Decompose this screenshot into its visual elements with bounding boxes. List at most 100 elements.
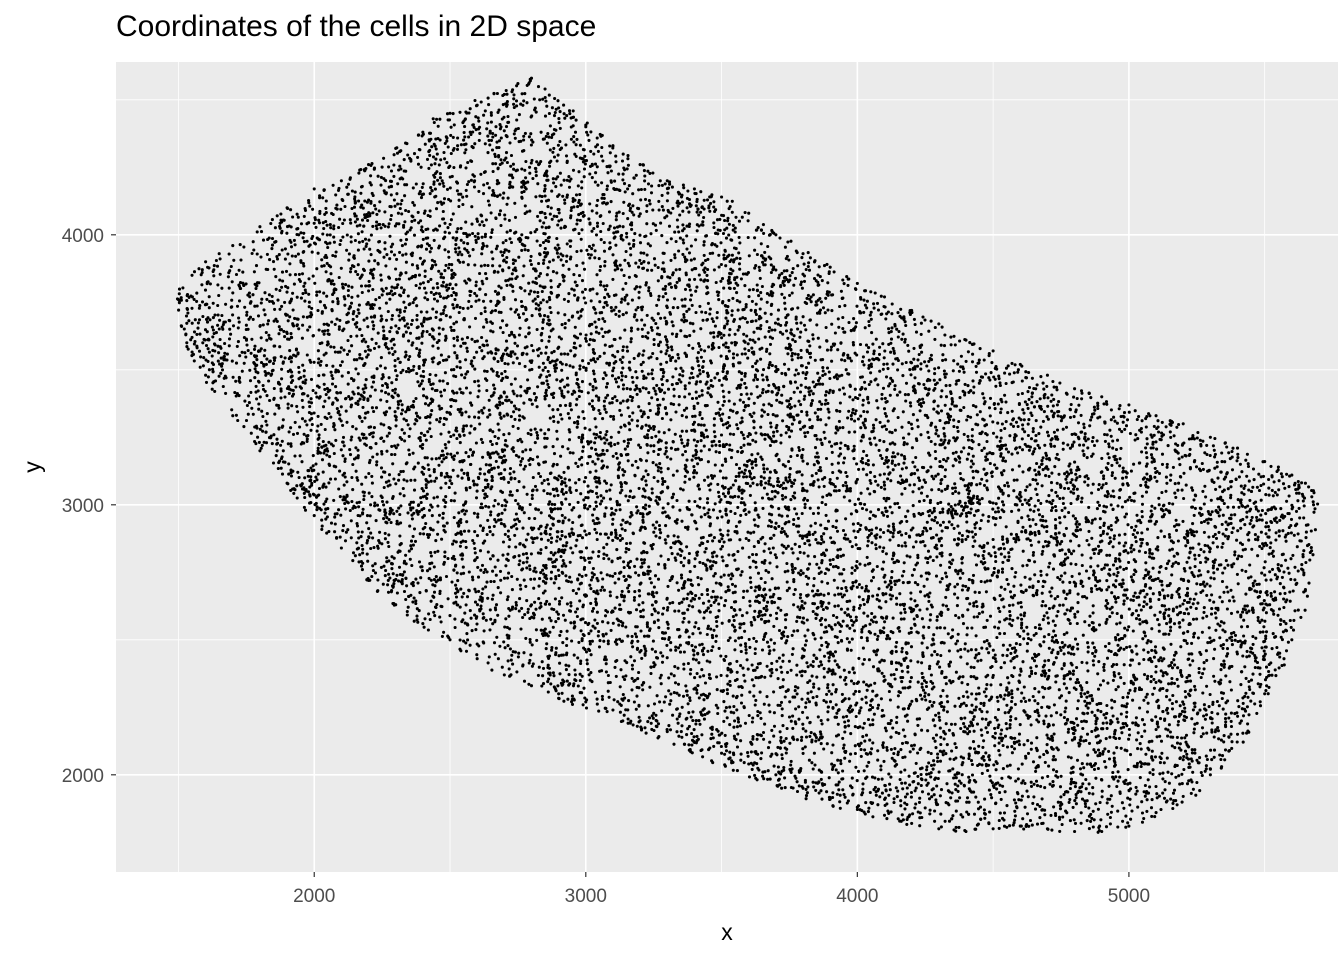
cell-point — [683, 304, 687, 308]
cell-point — [448, 222, 452, 226]
cell-point — [254, 384, 258, 388]
cell-point — [624, 494, 628, 498]
cell-point — [227, 337, 232, 341]
cell-point — [893, 502, 897, 506]
cell-point — [802, 648, 806, 652]
cell-point — [690, 731, 694, 736]
cell-point — [507, 545, 511, 549]
cell-point — [559, 337, 563, 341]
cell-point — [922, 382, 926, 387]
cell-point — [787, 659, 791, 663]
cell-point — [1068, 415, 1073, 419]
cell-point — [862, 657, 866, 662]
cell-point — [277, 325, 281, 329]
cell-point — [793, 685, 798, 689]
cell-point — [593, 618, 597, 622]
cell-point — [822, 264, 827, 268]
cell-point — [882, 546, 886, 550]
cell-point — [1224, 520, 1228, 524]
cell-point — [441, 453, 445, 457]
cell-point — [772, 724, 777, 728]
cell-point — [376, 174, 380, 178]
cell-point — [956, 429, 960, 433]
cell-point — [843, 795, 847, 799]
cell-point — [579, 314, 583, 318]
cell-point — [833, 342, 837, 346]
cell-point — [787, 586, 791, 590]
cell-point — [382, 423, 386, 427]
cell-point — [224, 302, 228, 306]
cell-point — [198, 365, 202, 369]
cell-point — [803, 634, 807, 638]
cell-point — [278, 221, 282, 225]
cell-point — [1272, 480, 1276, 484]
cell-point — [598, 300, 602, 304]
cell-point — [951, 451, 955, 455]
cell-point — [900, 646, 904, 650]
cell-point — [750, 678, 754, 682]
cell-point — [503, 361, 507, 366]
cell-point — [1008, 824, 1012, 828]
cell-point — [279, 396, 283, 400]
cell-point — [1002, 811, 1007, 815]
cell-point — [433, 187, 437, 191]
cell-point — [750, 299, 754, 303]
cell-point — [347, 349, 351, 353]
cell-point — [565, 376, 570, 380]
cell-point — [302, 369, 306, 373]
cell-point — [953, 782, 957, 786]
cell-point — [557, 335, 561, 339]
cell-point — [1045, 499, 1049, 503]
cell-point — [272, 396, 276, 400]
cell-point — [619, 401, 623, 405]
cell-point — [657, 447, 661, 452]
cell-point — [939, 481, 943, 486]
cell-point — [756, 714, 760, 718]
cell-point — [1167, 501, 1171, 505]
cell-point — [1027, 370, 1031, 375]
cell-point — [361, 206, 365, 210]
cell-point — [1018, 642, 1022, 647]
cell-point — [985, 647, 989, 651]
cell-point — [390, 452, 394, 457]
cell-point — [781, 724, 785, 728]
cell-point — [389, 250, 394, 254]
cell-point — [863, 326, 867, 330]
cell-point — [626, 163, 630, 167]
cell-point — [457, 310, 461, 315]
cell-point — [812, 463, 816, 467]
cell-point — [1051, 379, 1055, 384]
cell-point — [985, 479, 989, 483]
cell-point — [577, 316, 581, 320]
cell-point — [461, 202, 465, 207]
cell-point — [1195, 436, 1199, 440]
cell-point — [270, 243, 275, 247]
cell-point — [984, 694, 988, 698]
cell-point — [1182, 754, 1186, 759]
cell-point — [732, 725, 736, 729]
cell-point — [633, 232, 637, 236]
cell-point — [1006, 582, 1010, 586]
cell-point — [488, 557, 493, 561]
cell-point — [1016, 777, 1020, 781]
cell-point — [1158, 772, 1162, 776]
cell-point — [493, 618, 497, 622]
cell-point — [1165, 756, 1169, 760]
cell-point — [736, 505, 740, 509]
cell-point — [910, 573, 914, 577]
cell-point — [549, 577, 553, 581]
cell-point — [563, 352, 567, 356]
cell-point — [573, 673, 577, 677]
cell-point — [1090, 729, 1094, 734]
cell-point — [582, 365, 586, 369]
cell-point — [415, 414, 420, 418]
cell-point — [1108, 815, 1112, 820]
cell-point — [513, 650, 517, 654]
cell-point — [842, 392, 847, 396]
cell-point — [626, 157, 630, 161]
cell-point — [597, 629, 601, 634]
cell-point — [460, 557, 464, 561]
cell-point — [1084, 439, 1088, 443]
cell-point — [648, 569, 652, 573]
cell-point — [341, 235, 345, 239]
